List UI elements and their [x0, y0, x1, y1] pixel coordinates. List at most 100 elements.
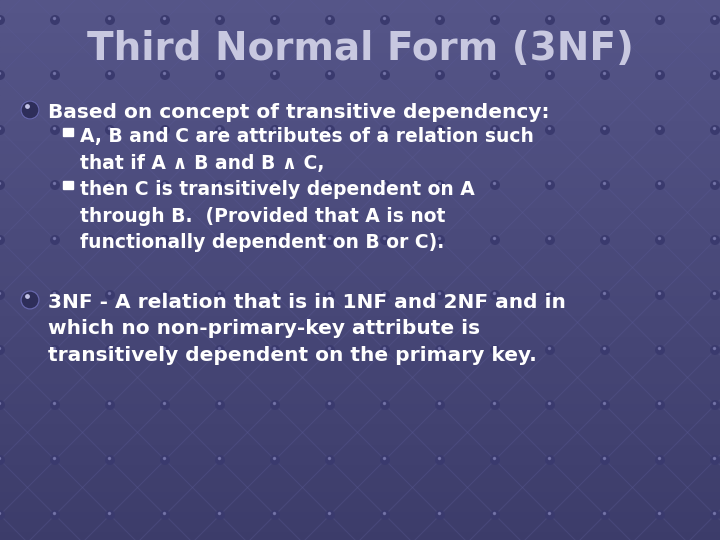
Circle shape: [160, 345, 170, 355]
Bar: [0, 486, 720, 492]
Bar: [0, 102, 720, 108]
Circle shape: [710, 180, 720, 190]
Bar: [0, 222, 720, 230]
Bar: [0, 526, 720, 534]
Circle shape: [380, 70, 390, 80]
Bar: [0, 317, 720, 324]
Circle shape: [215, 510, 225, 520]
Circle shape: [435, 290, 445, 300]
Circle shape: [21, 101, 39, 119]
Bar: [0, 465, 720, 472]
Circle shape: [545, 345, 555, 355]
Circle shape: [600, 15, 610, 25]
Circle shape: [710, 15, 720, 25]
Circle shape: [270, 15, 280, 25]
Bar: [0, 507, 720, 513]
Circle shape: [215, 235, 225, 245]
Bar: [0, 310, 720, 317]
Circle shape: [545, 70, 555, 80]
Bar: [0, 209, 720, 216]
Circle shape: [600, 290, 610, 300]
Circle shape: [490, 290, 500, 300]
Bar: [0, 324, 720, 330]
Circle shape: [380, 455, 390, 465]
Circle shape: [490, 400, 500, 410]
Bar: [0, 148, 720, 156]
Circle shape: [710, 70, 720, 80]
Circle shape: [600, 510, 610, 520]
Circle shape: [0, 510, 5, 520]
Circle shape: [270, 235, 280, 245]
Bar: [0, 60, 720, 68]
Circle shape: [215, 455, 225, 465]
Circle shape: [600, 235, 610, 245]
Circle shape: [0, 125, 5, 135]
Bar: [0, 357, 720, 364]
Bar: [0, 345, 720, 351]
Bar: [0, 378, 720, 384]
Circle shape: [215, 70, 225, 80]
Circle shape: [105, 455, 115, 465]
Circle shape: [655, 180, 665, 190]
Bar: [0, 418, 720, 426]
Circle shape: [105, 15, 115, 25]
Circle shape: [105, 345, 115, 355]
Circle shape: [490, 125, 500, 135]
Bar: [0, 270, 720, 276]
Circle shape: [435, 400, 445, 410]
Bar: [0, 237, 720, 243]
Circle shape: [490, 455, 500, 465]
Circle shape: [655, 345, 665, 355]
Circle shape: [105, 290, 115, 300]
Circle shape: [50, 400, 60, 410]
Circle shape: [710, 235, 720, 245]
Bar: [0, 384, 720, 391]
Circle shape: [325, 510, 335, 520]
Circle shape: [160, 70, 170, 80]
Bar: [0, 0, 720, 6]
Circle shape: [545, 235, 555, 245]
Circle shape: [270, 125, 280, 135]
Circle shape: [270, 455, 280, 465]
Circle shape: [710, 455, 720, 465]
Circle shape: [380, 345, 390, 355]
Bar: [0, 453, 720, 459]
Circle shape: [160, 180, 170, 190]
Text: Based on concept of transitive dependency:: Based on concept of transitive dependenc…: [48, 103, 549, 122]
Circle shape: [270, 180, 280, 190]
Circle shape: [270, 400, 280, 410]
Bar: [0, 338, 720, 345]
Circle shape: [490, 180, 500, 190]
Bar: [0, 176, 720, 183]
Circle shape: [0, 15, 5, 25]
Circle shape: [50, 15, 60, 25]
Circle shape: [490, 235, 500, 245]
Circle shape: [105, 510, 115, 520]
Circle shape: [215, 125, 225, 135]
Circle shape: [105, 235, 115, 245]
Circle shape: [325, 235, 335, 245]
Circle shape: [600, 125, 610, 135]
Circle shape: [435, 15, 445, 25]
Circle shape: [160, 290, 170, 300]
Circle shape: [600, 455, 610, 465]
Circle shape: [215, 290, 225, 300]
Circle shape: [0, 455, 5, 465]
Bar: [0, 230, 720, 237]
Bar: [0, 122, 720, 128]
Bar: [0, 446, 720, 453]
Circle shape: [380, 290, 390, 300]
Circle shape: [655, 235, 665, 245]
Circle shape: [435, 235, 445, 245]
Circle shape: [435, 510, 445, 520]
Circle shape: [50, 125, 60, 135]
Circle shape: [160, 235, 170, 245]
Bar: [0, 81, 720, 87]
Circle shape: [545, 290, 555, 300]
Circle shape: [50, 70, 60, 80]
Circle shape: [380, 15, 390, 25]
Bar: [0, 189, 720, 195]
Bar: [0, 243, 720, 249]
Circle shape: [50, 290, 60, 300]
Circle shape: [21, 291, 39, 309]
